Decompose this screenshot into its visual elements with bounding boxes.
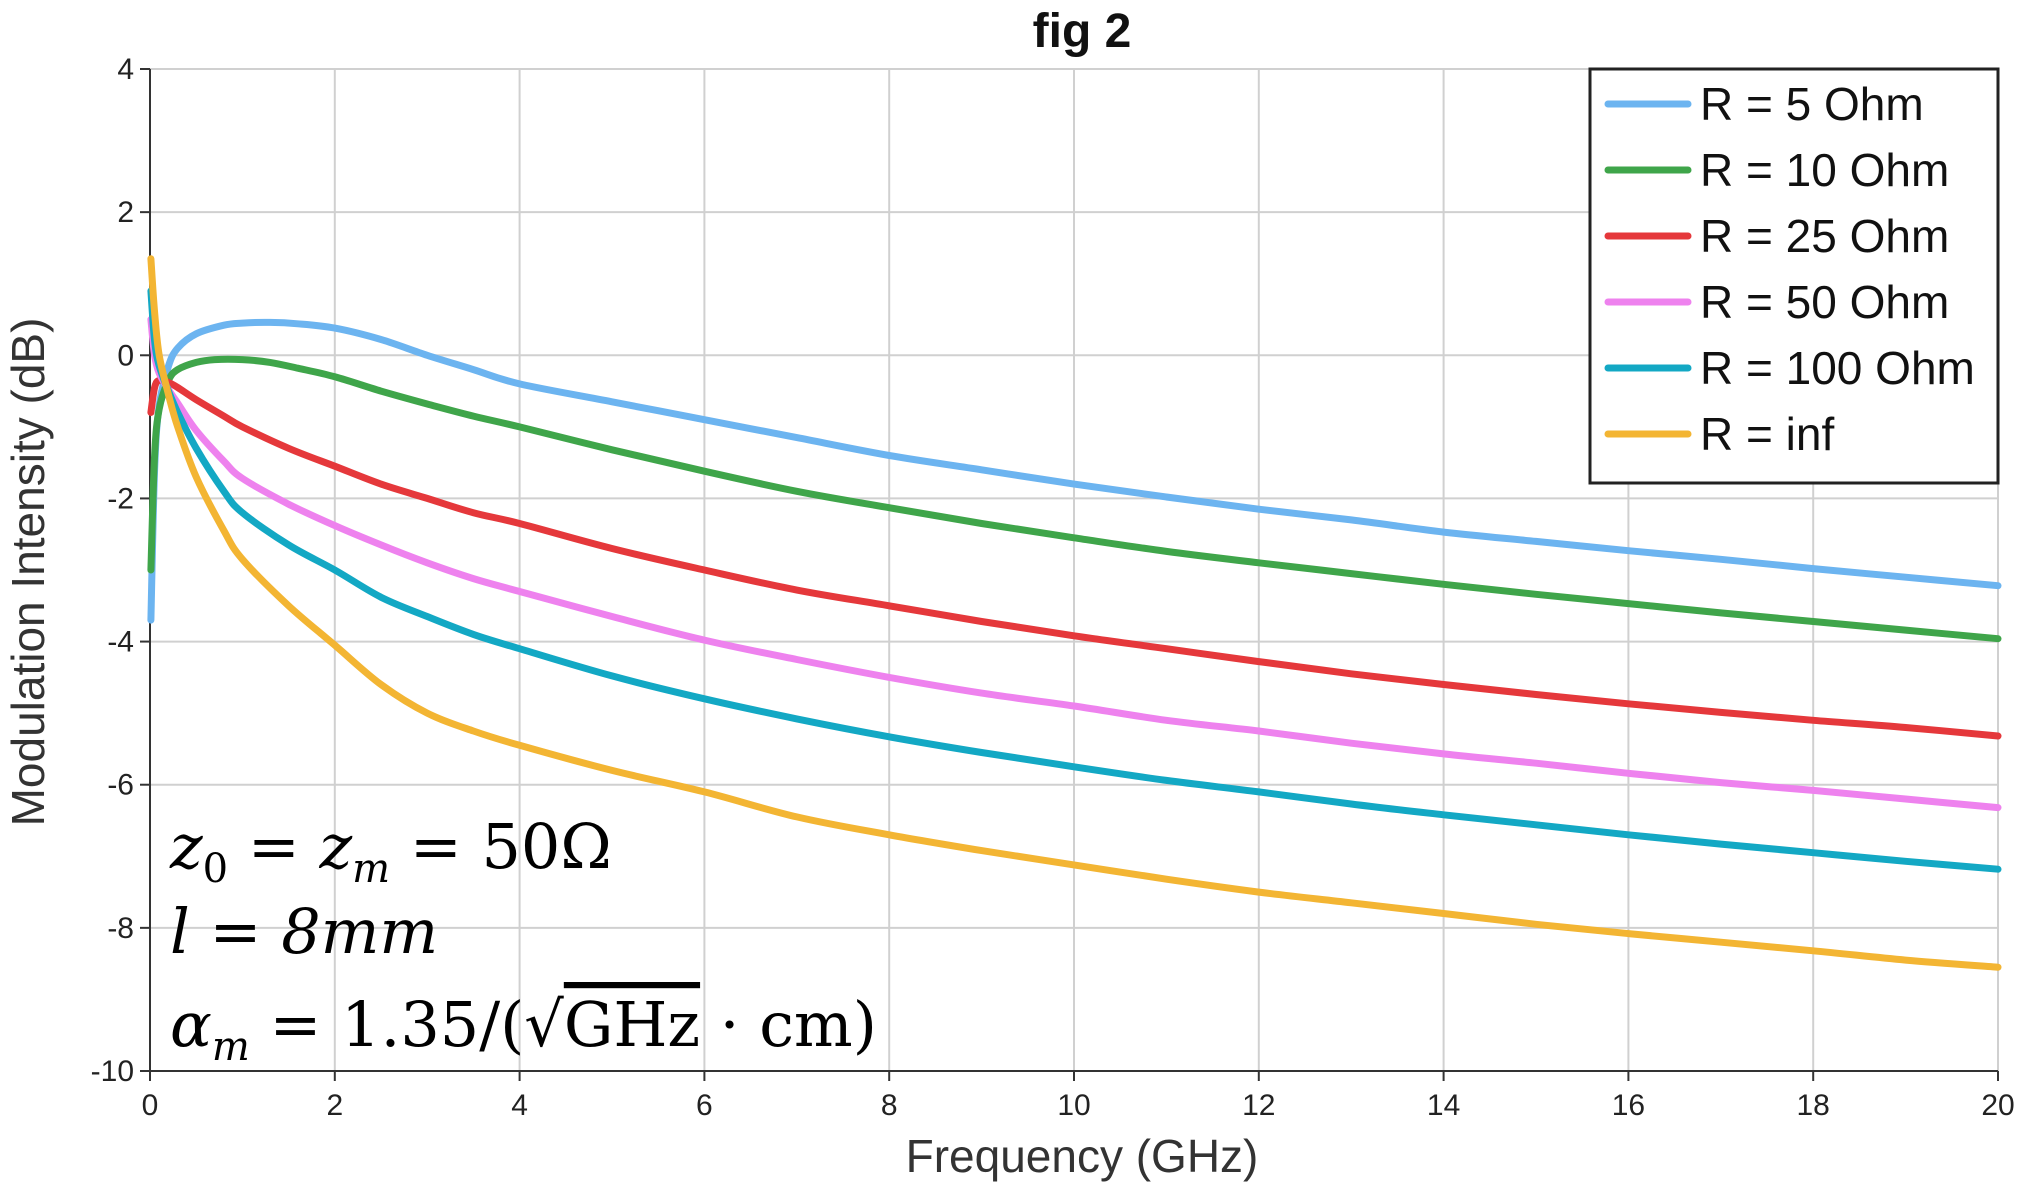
legend-label: R = 5 Ohm bbox=[1700, 78, 1924, 130]
tick-labels: 0 2 4 6 8 10 12 14 16 18 20 -10 -8 -6 -4 -2 0 2 4 bbox=[91, 53, 2015, 1122]
x-tick-label: 12 bbox=[1242, 1089, 1275, 1122]
legend-label: R = 10 Ohm bbox=[1700, 144, 1949, 196]
y-tick-label: 0 bbox=[117, 339, 134, 372]
x-tick-label: 16 bbox=[1612, 1089, 1645, 1122]
annotation-line-impedance: z0 = zm = 50Ω bbox=[169, 810, 612, 892]
legend-label: R = 50 Ohm bbox=[1700, 276, 1949, 328]
x-tick-label: 14 bbox=[1427, 1089, 1460, 1122]
series-line-r-100-ohm bbox=[147, 287, 2002, 873]
annotation-line-attenuation: αm = 1.35/(√GHz · cm) bbox=[170, 988, 877, 1070]
x-tick-label: 18 bbox=[1797, 1089, 1830, 1122]
chart-title: fig 2 bbox=[1033, 5, 1132, 58]
x-axis-title: Frequency (GHz) bbox=[906, 1130, 1259, 1182]
y-tick-label: -4 bbox=[107, 626, 134, 659]
y-tick-label: 4 bbox=[117, 53, 134, 86]
y-tick-label: -8 bbox=[107, 912, 134, 945]
series-line-r-10-ohm bbox=[147, 355, 2002, 643]
x-tick-label: 8 bbox=[881, 1089, 898, 1122]
legend-items: R = 5 Ohm R = 10 Ohm R = 25 Ohm R = 50 Ohm R… bbox=[1604, 78, 1975, 460]
x-tick-label: 0 bbox=[142, 1089, 159, 1122]
x-tick-label: 20 bbox=[1981, 1089, 2014, 1122]
parameter-annotation: z0 = zm = 50Ω l = 8mm αm = 1.35/(√GHz · … bbox=[169, 810, 877, 1070]
series-line-r-25-ohm bbox=[147, 376, 2002, 740]
legend-label: R = inf bbox=[1700, 408, 1834, 460]
y-tick-label: -10 bbox=[91, 1055, 134, 1088]
y-tick-label: 2 bbox=[117, 196, 134, 229]
legend-label: R = 25 Ohm bbox=[1700, 210, 1949, 262]
legend-box bbox=[1588, 67, 2000, 485]
series-line-r-inf bbox=[147, 255, 2002, 971]
legend: R = 5 Ohm R = 10 Ohm R = 25 Ohm R = 50 Ohm R… bbox=[1588, 67, 2000, 485]
x-tick-label: 2 bbox=[326, 1089, 343, 1122]
y-tick-label: -6 bbox=[107, 769, 134, 802]
x-tick-label: 4 bbox=[511, 1089, 528, 1122]
annotation-line-length: l = 8mm bbox=[170, 895, 438, 968]
x-tick-label: 6 bbox=[696, 1089, 713, 1122]
y-tick-label: -2 bbox=[107, 482, 134, 515]
y-axis-title: Modulation Intensity (dB) bbox=[2, 318, 54, 827]
series-line-r-50-ohm bbox=[147, 316, 2002, 812]
x-tick-label: 10 bbox=[1057, 1089, 1090, 1122]
legend-label: R = 100 Ohm bbox=[1700, 342, 1975, 394]
series-line-r-5-ohm bbox=[147, 318, 2002, 624]
series-layer bbox=[147, 255, 2002, 971]
